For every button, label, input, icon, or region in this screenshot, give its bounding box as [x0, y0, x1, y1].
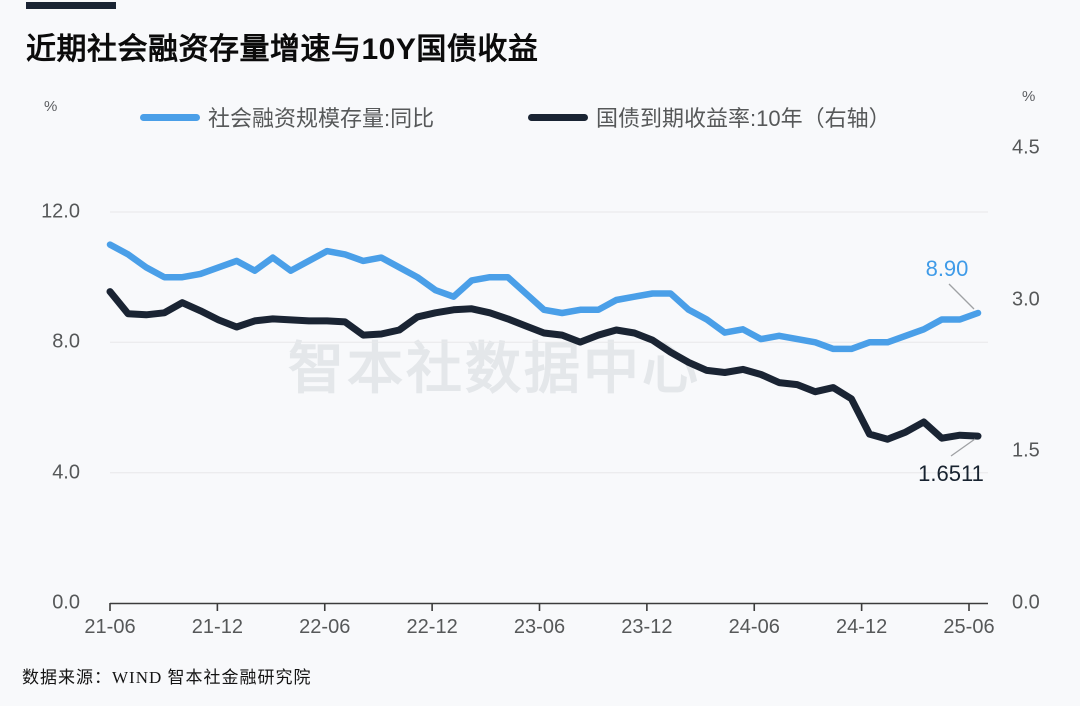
x-tick-label: 25-06	[943, 616, 995, 638]
left-axis-tick-label: 8.0	[52, 330, 80, 353]
right-axis-tick-label: 1.5	[1012, 439, 1040, 462]
legend-item-bond10y[interactable]: 国债到期收益率:10年（右轴）	[528, 101, 891, 133]
x-tick-label: 23-06	[513, 616, 566, 638]
x-tick-label: 22-06	[299, 616, 351, 638]
left-axis-tick-label: 4.0	[52, 461, 80, 484]
x-tick-label: 24-06	[728, 616, 780, 638]
x-tick-label: 21-12	[191, 616, 243, 638]
x-tick-label: 22-12	[406, 616, 458, 638]
left-axis-unit: %	[44, 98, 58, 115]
leader-line-bond10y	[950, 438, 976, 457]
title-accent-bar	[26, 2, 116, 9]
page-title: 近期社会融资存量增速与10Y国债收益	[26, 33, 539, 66]
data-source-note: 数据来源：WIND 智本社金融研究院	[22, 668, 312, 687]
legend-swatch-sofr-icon	[140, 113, 200, 121]
right-axis-tick-label: 3.0	[1012, 288, 1040, 311]
legend-label-sofr: 社会融资规模存量:同比	[208, 106, 435, 131]
last-value-label-bond10y: 1.6511	[918, 461, 984, 486]
series-line-bond10y	[106, 288, 982, 443]
leader-line-sofr	[948, 283, 975, 310]
right-axis-tick-label: 0.0	[1012, 591, 1040, 614]
right-axis-tick-label: 4.5	[1012, 136, 1040, 159]
x-tick-label: 23-12	[621, 616, 673, 638]
x-tick-label: 21-06	[84, 616, 136, 638]
legend-item-sofr[interactable]: 社会融资规模存量:同比	[140, 101, 434, 133]
legend-swatch-bond10y-icon	[528, 113, 588, 121]
legend-label-bond10y: 国债到期收益率:10年（右轴）	[596, 106, 891, 131]
right-axis-unit: %	[1022, 88, 1036, 105]
last-value-label-sofr: 8.90	[925, 256, 969, 281]
x-tick-label: 24-12	[836, 616, 888, 638]
series-line-sofr	[106, 241, 982, 353]
left-axis-tick-label: 0.0	[52, 591, 80, 614]
left-axis-tick-label: 12.0	[41, 200, 80, 223]
